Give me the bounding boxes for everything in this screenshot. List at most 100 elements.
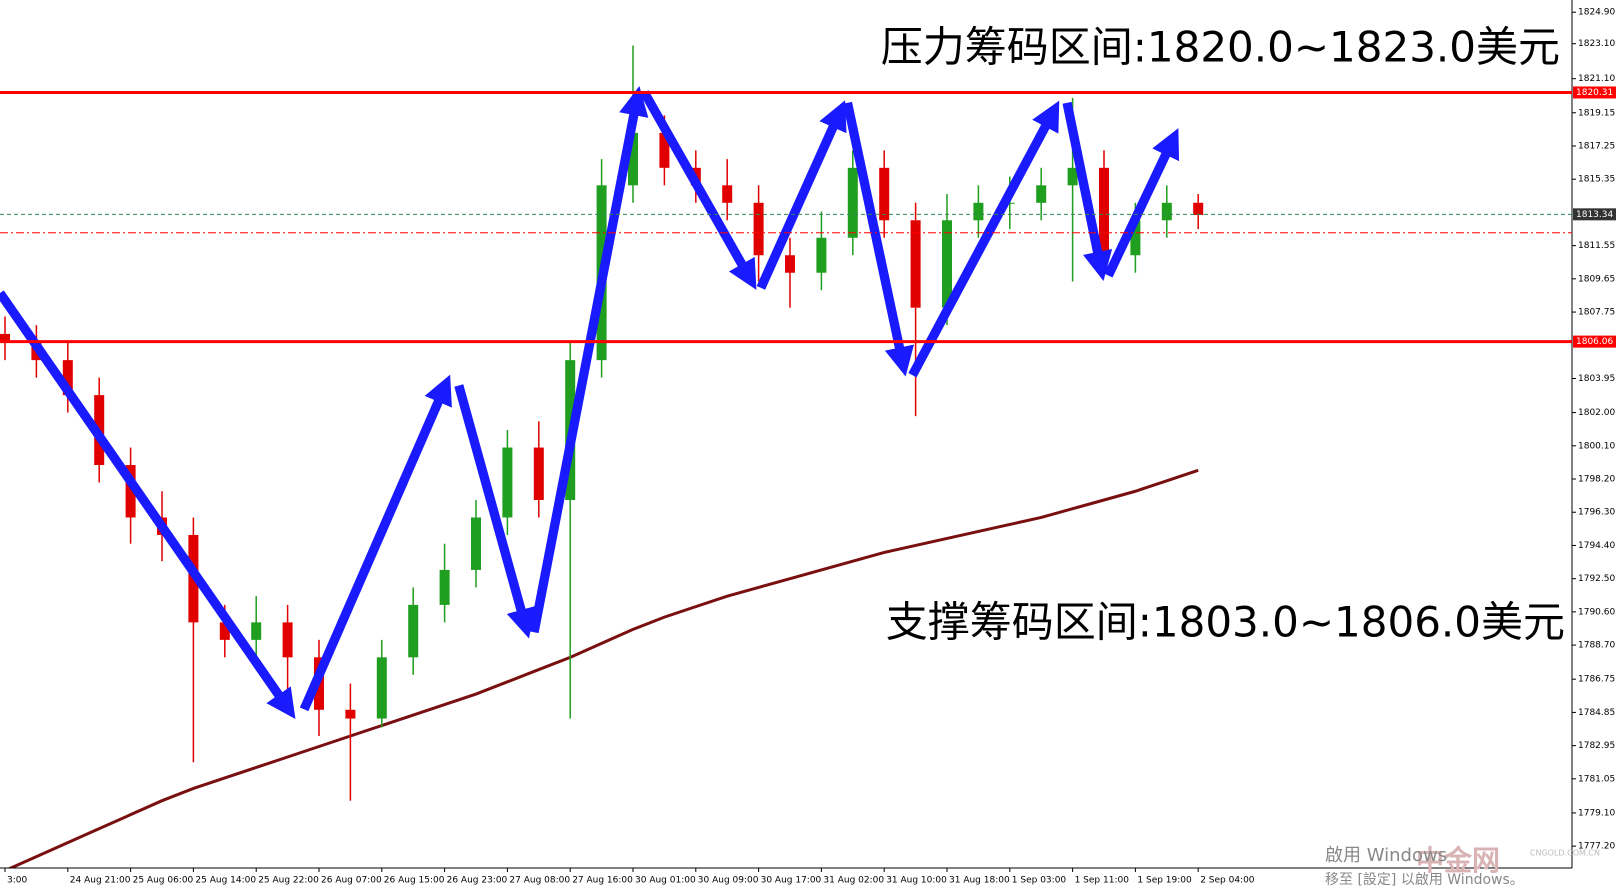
y-tick-label: 1779.10	[1578, 808, 1615, 818]
x-tick-label: 1 Sep 19:00	[1137, 876, 1192, 886]
candle-body	[282, 622, 293, 658]
support-annotation: 支撑筹码区间:1803.0~1806.0美元	[886, 598, 1565, 647]
x-tick-label: 27 Aug 16:00	[572, 876, 633, 886]
level-label: 1806.06	[1576, 337, 1613, 347]
level-label-box	[1573, 208, 1616, 221]
candle-body	[533, 447, 544, 500]
x-tick-label: 25 Aug 22:00	[258, 876, 319, 886]
candle-body	[62, 360, 73, 396]
y-tick-label: 1798.20	[1578, 475, 1615, 485]
x-tick-label: 24 Aug 21:00	[70, 876, 131, 886]
y-tick-label: 1817.25	[1578, 141, 1615, 151]
trend-arrows	[0, 86, 1180, 720]
y-tick-label: 1821.10	[1578, 74, 1615, 84]
y-tick-label: 1819.15	[1578, 108, 1615, 118]
y-tick-label: 1788.70	[1578, 641, 1615, 651]
x-tick-label: 31 Aug 10:00	[886, 876, 947, 886]
candle-body	[1067, 167, 1078, 186]
y-tick-label: 1807.75	[1578, 308, 1615, 318]
y-tick-label: 1784.85	[1578, 708, 1615, 718]
x-tick-label: 3:00	[7, 876, 27, 886]
candle-body	[628, 132, 638, 186]
candle-body	[1193, 202, 1204, 216]
y-tick-label: 1815.35	[1578, 175, 1615, 185]
candle-body	[1161, 202, 1172, 221]
x-tick-label: 1 Sep 03:00	[1012, 876, 1067, 886]
candle-body	[251, 622, 262, 640]
candle-body	[0, 333, 10, 343]
candle-body	[125, 465, 136, 518]
x-tick-label: 30 Aug 17:00	[761, 876, 822, 886]
candle-body	[439, 569, 450, 605]
x-tick-label: 27 Aug 08:00	[509, 876, 570, 886]
arrow	[0, 290, 296, 720]
arrow	[908, 100, 1060, 378]
y-tick-label: 1782.95	[1578, 741, 1615, 751]
moving-average	[7, 468, 1199, 868]
watermark: 中金网	[1416, 844, 1500, 877]
x-tick-label: 1 Sep 11:00	[1075, 876, 1130, 886]
candle-body	[376, 657, 387, 719]
x-tick-label: 31 Aug 02:00	[823, 876, 884, 886]
y-tick-label: 1792.50	[1578, 574, 1615, 584]
y-tick-label: 1786.75	[1578, 675, 1615, 685]
arrow	[1104, 128, 1180, 278]
level-label-box	[1573, 86, 1616, 99]
candle-body	[1036, 185, 1047, 203]
arrow	[529, 86, 649, 634]
y-tick-label: 1781.05	[1578, 774, 1615, 784]
arrow	[756, 100, 847, 290]
y-tick-label: 1803.95	[1578, 374, 1615, 384]
x-tick-label: 26 Aug 23:00	[447, 876, 508, 886]
x-tick-label: 2 Sep 04:00	[1200, 876, 1255, 886]
y-tick-label: 1777.20	[1578, 842, 1615, 852]
candle-body	[973, 202, 984, 221]
candle-body	[502, 447, 513, 518]
candle-body	[879, 167, 890, 221]
y-tick-label: 1790.60	[1578, 607, 1615, 617]
candle-body	[471, 517, 481, 570]
candle-body	[942, 220, 952, 308]
y-tick-label: 1823.10	[1578, 39, 1615, 49]
level-label-box	[1573, 335, 1616, 348]
candle-body	[345, 709, 356, 719]
watermark: 啟用 Windows	[1325, 845, 1447, 866]
x-tick-label: 30 Aug 09:00	[698, 876, 759, 886]
x-tick-label: 31 Aug 18:00	[949, 876, 1010, 886]
y-tick-label: 1794.40	[1578, 541, 1615, 551]
candle-body	[816, 237, 827, 273]
watermark: CNGOLD.COM.CN	[1530, 849, 1600, 858]
candle-body	[1130, 220, 1141, 256]
candle-body	[722, 185, 733, 203]
y-tick-label: 1796.30	[1578, 508, 1615, 518]
y-tick-label: 1809.65	[1578, 274, 1615, 284]
candle-body	[847, 167, 858, 238]
candle-body	[753, 202, 764, 256]
x-tick-label: 26 Aug 15:00	[384, 876, 445, 886]
x-tick-label: 25 Aug 06:00	[133, 876, 194, 886]
candle-body	[219, 622, 230, 640]
arrow	[842, 101, 914, 377]
x-tick-label: 26 Aug 07:00	[321, 876, 382, 886]
arrow	[454, 384, 536, 639]
resistance-annotation: 压力筹码区间:1820.0~1823.0美元	[881, 23, 1560, 72]
candle-body	[1004, 202, 1015, 204]
watermark: 移至 [設定] 以啟用 Windows。	[1325, 872, 1524, 888]
x-tick-label: 25 Aug 14:00	[195, 876, 256, 886]
arrow	[640, 90, 757, 290]
level-label: 1813.34	[1576, 210, 1613, 220]
x-tick-label: 30 Aug 01:00	[635, 876, 696, 886]
y-tick-label: 1802.00	[1578, 408, 1615, 418]
level-label: 1820.31	[1576, 88, 1613, 98]
y-tick-label: 1824.90	[1578, 8, 1615, 18]
arrow	[299, 374, 452, 712]
candle-body	[910, 220, 921, 308]
candle-body	[785, 255, 795, 273]
candle-body	[408, 604, 419, 658]
candle-body	[1099, 167, 1109, 256]
y-tick-label: 1811.55	[1578, 241, 1615, 251]
y-tick-label: 1800.10	[1578, 441, 1615, 451]
candle-body	[659, 132, 670, 168]
